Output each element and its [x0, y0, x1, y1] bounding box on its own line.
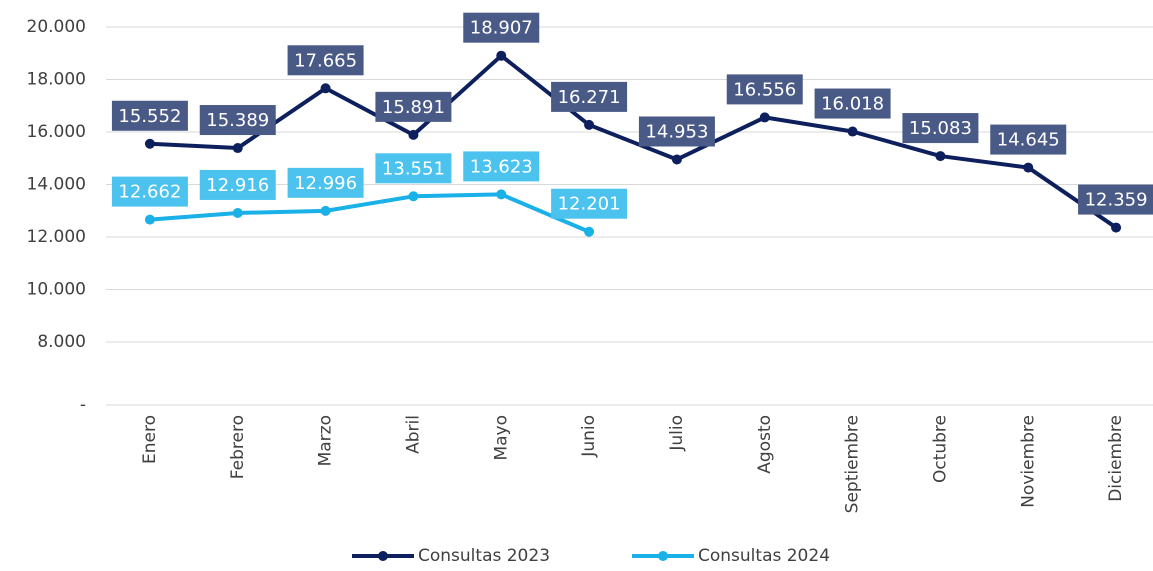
y-tick-label: 14.000 — [27, 175, 86, 195]
label-box — [814, 88, 891, 119]
label-box — [199, 169, 276, 200]
legend-label: Consultas 2023 — [418, 546, 550, 566]
y-tick-label: - — [80, 395, 86, 415]
point — [496, 189, 507, 200]
x-tick-label: Abril — [403, 415, 423, 454]
label-box — [375, 91, 452, 122]
point — [408, 191, 419, 202]
label-box — [551, 188, 628, 219]
label-box — [287, 45, 364, 76]
x-tick-label: Enero — [140, 415, 160, 464]
data-label: 15.891 — [382, 97, 445, 118]
point — [1111, 222, 1122, 233]
label-box — [463, 151, 540, 182]
x-tick-label: Junio — [579, 415, 599, 458]
x-tick-label: Septiembre — [843, 415, 863, 513]
y-tick-label: 8.000 — [37, 332, 86, 352]
y-tick-label: 16.000 — [27, 122, 86, 142]
point — [1023, 162, 1034, 173]
y-tick-label: 12.000 — [27, 227, 86, 247]
point — [847, 126, 858, 137]
data-label: 15.083 — [909, 118, 972, 139]
x-tick-label: Diciembre — [1106, 415, 1126, 502]
point — [671, 154, 682, 165]
point — [584, 226, 595, 237]
data-label: 12.359 — [1085, 190, 1148, 211]
data-label: 12.996 — [294, 173, 357, 194]
label-box — [287, 167, 364, 198]
legend-label: Consultas 2024 — [698, 546, 830, 566]
point — [232, 143, 243, 154]
data-label: 18.907 — [470, 18, 533, 39]
x-tick-label: Octubre — [930, 415, 950, 483]
series-line — [149, 192, 590, 234]
data-label: 14.953 — [645, 121, 708, 142]
point — [496, 50, 507, 61]
point — [584, 119, 595, 130]
x-tick-label: Febrero — [228, 415, 248, 479]
data-label: 13.623 — [470, 156, 533, 177]
data-label: 12.201 — [558, 194, 621, 215]
data-label: 15.389 — [206, 110, 269, 131]
data-label: 12.662 — [118, 182, 181, 203]
data-label: 13.551 — [382, 158, 445, 179]
point — [408, 129, 419, 140]
label-box — [990, 124, 1067, 155]
data-label: 16.271 — [558, 87, 621, 108]
x-tick-label: Julio — [667, 415, 687, 452]
point — [144, 138, 155, 149]
x-tick-label: Noviembre — [1018, 415, 1038, 508]
label-box — [726, 74, 803, 105]
data-label: 15.552 — [118, 106, 181, 127]
label-box — [551, 81, 628, 112]
data-label: 17.665 — [294, 50, 357, 71]
label-box — [1078, 184, 1153, 215]
label-box — [638, 116, 715, 147]
data-label: 14.645 — [997, 130, 1060, 151]
label-box — [463, 12, 540, 43]
label-box — [111, 176, 188, 207]
label-box — [902, 113, 979, 144]
point — [320, 83, 331, 94]
point — [320, 205, 331, 216]
point — [144, 214, 155, 225]
point — [232, 207, 243, 218]
point — [759, 112, 770, 123]
data-label: 16.556 — [733, 79, 796, 100]
legend-marker — [658, 551, 668, 561]
x-tick-label: Marzo — [316, 415, 336, 466]
x-tick-label: Agosto — [755, 415, 775, 474]
series-line — [149, 53, 1118, 230]
x-tick-label: Mayo — [491, 415, 511, 461]
point — [935, 151, 946, 162]
label-box — [199, 105, 276, 136]
y-tick-label: 20.000 — [27, 17, 86, 37]
legend-marker — [378, 551, 388, 561]
label-box — [111, 100, 188, 131]
label-box — [375, 153, 452, 184]
y-tick-label: 10.000 — [27, 280, 86, 300]
data-label: 16.018 — [821, 94, 884, 115]
data-label: 12.916 — [206, 175, 269, 196]
y-tick-label: 18.000 — [27, 70, 86, 90]
